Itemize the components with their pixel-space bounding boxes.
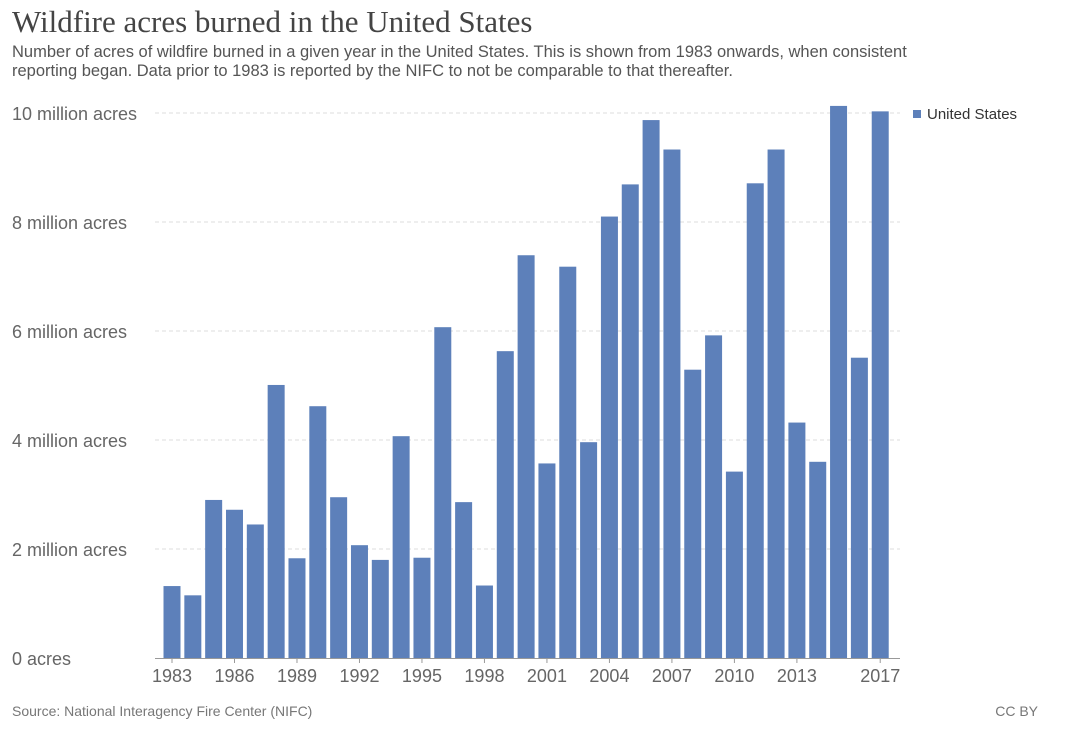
bar-2000 (517, 255, 535, 658)
chart-subtitle: Number of acres of wildfire burned in a … (12, 43, 907, 80)
legend-swatch (913, 110, 921, 118)
bar-1990 (309, 406, 327, 658)
bar-1984 (184, 595, 202, 658)
bar-2015 (830, 105, 848, 659)
x-tick-label: 2010 (714, 666, 754, 686)
bar-1986 (225, 509, 243, 658)
bar-2005 (621, 184, 639, 658)
y-tick-label: 8 million acres (12, 213, 127, 233)
bar-1991 (330, 497, 348, 658)
bar-1985 (205, 499, 223, 658)
y-tick-label: 6 million acres (12, 322, 127, 342)
bar-2008 (684, 369, 702, 658)
bar-2007 (663, 149, 681, 658)
bar-2004 (600, 216, 618, 659)
x-tick-label: 1983 (152, 666, 192, 686)
y-tick-label: 10 million acres (12, 104, 137, 124)
x-tick-label: 1986 (214, 666, 254, 686)
bar-1999 (496, 351, 514, 658)
chart-title: Wildfire acres burned in the United Stat… (12, 4, 533, 39)
x-tick-label: 2017 (860, 666, 900, 686)
bar-1993 (371, 559, 389, 658)
bar-1983 (163, 586, 181, 658)
source-note: Source: National Interagency Fire Center… (12, 703, 313, 719)
x-tick-label: 2001 (527, 666, 567, 686)
bar-2002 (559, 266, 577, 658)
x-tick-label: 1995 (402, 666, 442, 686)
y-tick-label: 2 million acres (12, 540, 127, 560)
bar-2016 (850, 357, 868, 658)
y-tick-label: 0 acres (12, 649, 71, 669)
bar-1994 (392, 436, 410, 658)
bar-1989 (288, 558, 306, 658)
legend-label: United States (927, 106, 1017, 123)
bar-1992 (350, 545, 368, 658)
x-tick-label: 2004 (589, 666, 629, 686)
bar-2014 (809, 461, 827, 658)
bar-2001 (538, 463, 556, 658)
bar-2012 (767, 149, 785, 658)
bar-1987 (246, 524, 264, 658)
bar-2003 (580, 442, 598, 658)
bar-2011 (746, 183, 764, 658)
bar-2010 (725, 471, 743, 658)
bar-2013 (788, 422, 806, 658)
license-link[interactable]: CC BY (995, 703, 1038, 719)
bar-2017 (871, 111, 889, 659)
bar-1998 (475, 585, 493, 658)
x-tick-label: 1992 (339, 666, 379, 686)
bar-2009 (705, 335, 723, 658)
x-tick-label: 1989 (277, 666, 317, 686)
bar-1995 (413, 557, 431, 658)
bar-1988 (267, 384, 285, 658)
x-tick-label: 2007 (652, 666, 692, 686)
bar-1997 (455, 502, 473, 658)
bar-2006 (642, 120, 660, 658)
x-tick-label: 1998 (464, 666, 504, 686)
y-tick-label: 4 million acres (12, 431, 127, 451)
x-tick-label: 2013 (777, 666, 817, 686)
bar-1996 (434, 327, 452, 658)
